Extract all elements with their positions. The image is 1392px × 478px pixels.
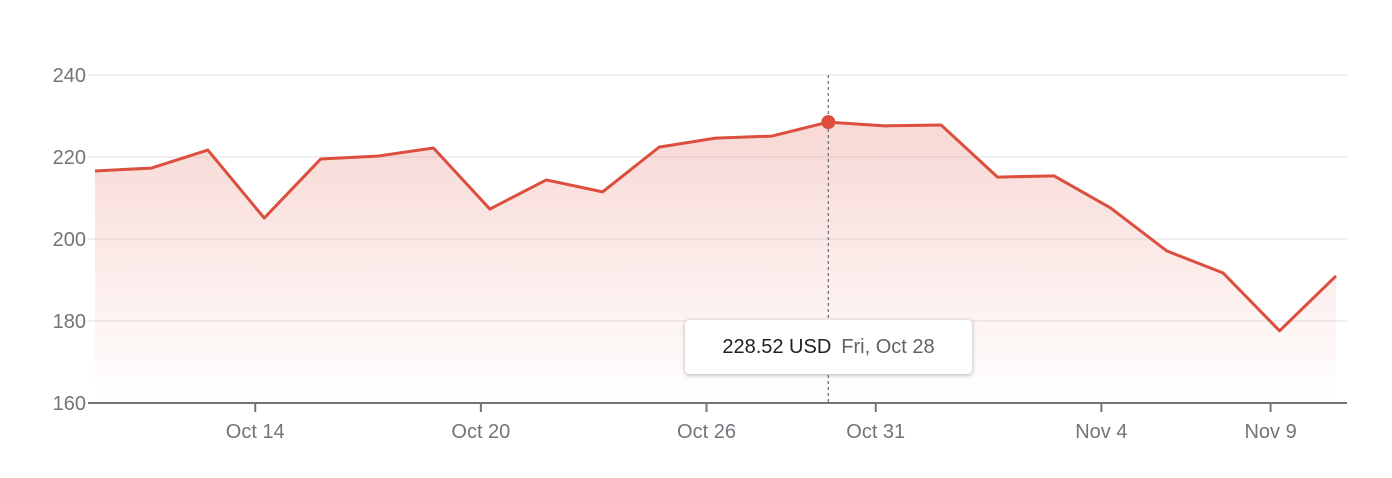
tooltip: 228.52 USD Fri, Oct 28	[685, 320, 972, 374]
y-tick-label: 160	[53, 393, 86, 415]
y-tick-label: 180	[53, 311, 86, 333]
y-tick-label: 220	[53, 147, 86, 169]
tooltip-value: 228.52 USD	[722, 335, 832, 358]
price-line	[94, 120, 1338, 333]
y-tick-label: 240	[53, 65, 86, 87]
data-points	[821, 115, 836, 130]
x-tick-label: Oct 20	[451, 421, 510, 443]
highlighted-point	[821, 115, 836, 130]
y-tick-label: 200	[53, 229, 86, 251]
x-tick-label: Oct 26	[677, 421, 736, 443]
price-area-fill	[95, 122, 1336, 404]
x-tick-label: Nov 4	[1075, 421, 1127, 443]
x-tick-label: Nov 9	[1244, 421, 1296, 443]
x-axis-ticks: Oct 14 Oct 20 Oct 26 Oct 31 Nov 4 Nov 9	[226, 403, 1297, 443]
x-tick-label: Oct 31	[846, 421, 905, 443]
tooltip-date: Fri, Oct 28	[841, 335, 935, 358]
y-axis-labels: 160 180 200 220 240	[53, 65, 86, 415]
x-tick-label: Oct 14	[226, 421, 285, 443]
